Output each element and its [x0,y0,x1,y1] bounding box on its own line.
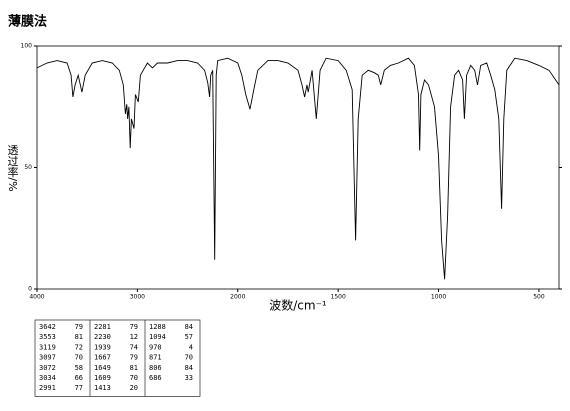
x-tick-label: 500 [533,294,545,301]
x-tick-label: 1000 [431,294,446,301]
x-tick-label: 4000 [29,294,44,301]
table-cell: 3072 [39,364,56,372]
spectrum-line [36,57,560,280]
table-cell: 33 [185,374,193,382]
table-cell: 970 [149,343,162,351]
plot-frame [36,45,560,290]
table-cell: 70 [130,374,138,382]
chart-title: 薄膜法 [8,14,47,30]
table-cell: 81 [130,364,138,372]
x-tick-label: 3000 [130,294,145,301]
table-frame [34,319,201,397]
table-cell: 79 [130,354,138,362]
table-cell: 81 [75,333,83,341]
table-cell: 3553 [39,333,56,341]
table-cell: 20 [130,384,138,392]
table-cell: 1413 [94,384,111,392]
table-cell: 1609 [94,374,111,382]
table-cell: 686 [149,374,162,382]
table-cell: 1667 [94,354,111,362]
y-tick-label: 50 [24,164,32,171]
table-cell: 1288 [149,323,166,331]
table-cell: 3119 [39,343,56,351]
table-cell: 74 [130,343,138,351]
x-tick-label: 1500 [331,294,346,301]
table-cell: 70 [185,354,193,362]
table-cell: 3034 [39,374,56,382]
table-cell: 57 [185,333,193,341]
table-cell: 79 [75,323,83,331]
y-tick-label: 0 [28,286,32,293]
table-cell: 1094 [149,333,166,341]
x-axis-label: 波数/cm⁻¹ [269,298,327,313]
table-cell: 12 [130,333,138,341]
table-cell: 84 [185,364,193,372]
table-cell: 1649 [94,364,111,372]
peak-table: 3642 79 3553 81 3119 72 3097 70 3072 58 3034 66 2991… [34,319,201,397]
table-cell: 72 [75,343,83,351]
table-cell: 70 [75,354,83,362]
table-cell: 4 [189,343,193,351]
table-cell: 84 [185,323,193,331]
table-cell: 2991 [39,384,56,392]
table-cell: 3642 [39,323,56,331]
table-cell: 3097 [39,354,56,362]
table-cell: 77 [75,384,83,392]
table-cell: 58 [75,364,83,372]
table-cell: 1939 [94,343,111,351]
y-tick-label: 100 [21,43,33,50]
table-cell: 66 [75,374,83,382]
y-axis-label: 透过率/% [6,144,19,191]
table-cell: 871 [149,354,162,362]
table-cell: 2230 [94,333,111,341]
x-tick-label: 2000 [230,294,245,301]
table-cell: 79 [130,323,138,331]
table-cell: 2281 [94,323,111,331]
table-cell: 806 [149,364,162,372]
